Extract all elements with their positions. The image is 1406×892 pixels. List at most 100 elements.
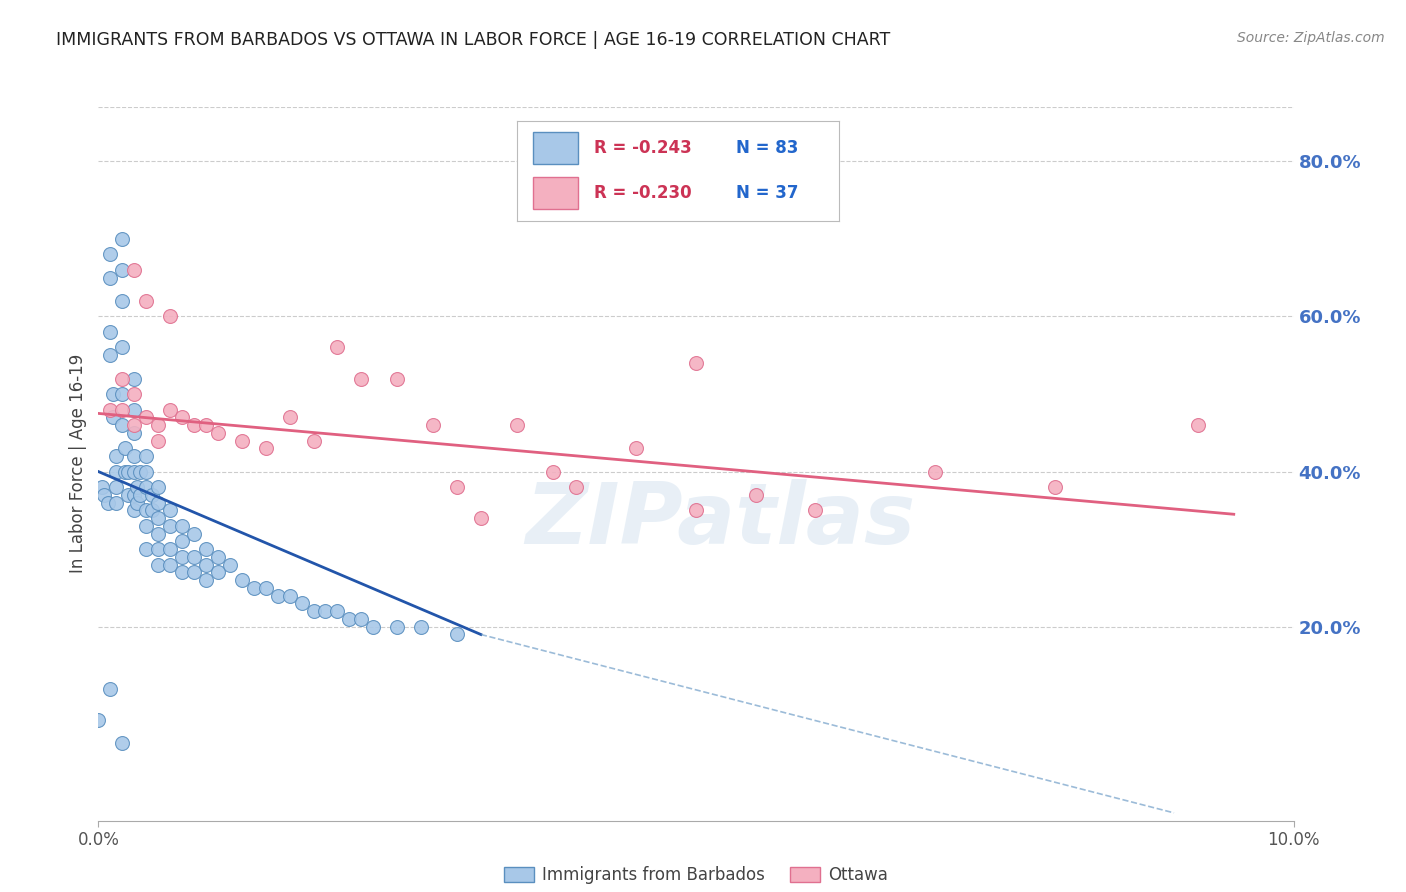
Point [111, 263, 134, 277]
Text: R = -0.230: R = -0.230 [595, 185, 692, 202]
Point [159, 558, 181, 572]
Point [101, 387, 124, 401]
Point [135, 542, 157, 557]
Point [124, 263, 146, 277]
Point [124, 503, 146, 517]
Point [685, 356, 707, 370]
Text: IMMIGRANTS FROM BARBADOS VS OTTAWA IN LABOR FORCE | AGE 16-19 CORRELATION CHART: IMMIGRANTS FROM BARBADOS VS OTTAWA IN LA… [56, 31, 890, 49]
Point [129, 465, 152, 479]
Point [219, 558, 242, 572]
Point [101, 410, 124, 425]
Point [291, 597, 314, 611]
Point [111, 293, 134, 308]
Point [350, 612, 373, 626]
Point [195, 418, 218, 433]
Point [207, 549, 229, 564]
Point [1187, 418, 1209, 433]
Point [159, 402, 181, 417]
Point [172, 410, 194, 425]
Point [148, 495, 170, 509]
Point [105, 480, 128, 494]
Point [363, 620, 385, 634]
Point [91, 480, 114, 494]
Point [124, 425, 146, 440]
Point [148, 480, 170, 494]
Text: ZIPatlas: ZIPatlas [524, 479, 915, 563]
Point [350, 371, 373, 385]
Point [111, 736, 134, 750]
Point [254, 581, 277, 595]
FancyBboxPatch shape [533, 178, 578, 210]
Point [183, 566, 205, 580]
Point [745, 488, 768, 502]
Point [124, 449, 146, 463]
Point [135, 519, 157, 533]
Point [385, 371, 409, 385]
Point [148, 511, 170, 525]
Point [141, 503, 163, 517]
Point [135, 503, 157, 517]
Point [97, 495, 120, 509]
Text: N = 37: N = 37 [737, 185, 799, 202]
Point [105, 495, 128, 509]
Point [541, 465, 564, 479]
Point [124, 488, 146, 502]
Point [141, 488, 163, 502]
Point [326, 604, 349, 618]
Point [254, 442, 277, 456]
Point [267, 589, 290, 603]
Point [111, 341, 134, 355]
Point [804, 503, 827, 517]
Point [1043, 480, 1066, 494]
Point [124, 387, 146, 401]
Point [159, 503, 181, 517]
Point [117, 465, 139, 479]
Point [446, 480, 468, 494]
Point [385, 620, 409, 634]
Point [117, 488, 139, 502]
Point [124, 402, 146, 417]
Point [100, 348, 122, 362]
Point [87, 713, 110, 727]
Point [470, 511, 492, 525]
Point [278, 589, 301, 603]
Point [315, 604, 337, 618]
Point [111, 402, 134, 417]
Point [159, 519, 181, 533]
Point [111, 371, 134, 385]
Y-axis label: In Labor Force | Age 16-19: In Labor Force | Age 16-19 [69, 354, 87, 574]
Point [135, 293, 157, 308]
Point [243, 581, 266, 595]
Point [100, 247, 122, 261]
Point [302, 434, 325, 448]
Point [148, 558, 170, 572]
Text: Source: ZipAtlas.com: Source: ZipAtlas.com [1237, 31, 1385, 45]
Point [172, 566, 194, 580]
Point [105, 465, 128, 479]
Point [124, 371, 146, 385]
Point [626, 442, 648, 456]
Point [159, 310, 181, 324]
Point [148, 542, 170, 557]
Point [135, 465, 157, 479]
Point [111, 418, 134, 433]
Point [129, 488, 152, 502]
Point [183, 418, 205, 433]
Point [183, 549, 205, 564]
Point [565, 480, 588, 494]
Point [111, 387, 134, 401]
Point [100, 681, 122, 696]
Point [195, 573, 218, 587]
Point [195, 558, 218, 572]
Point [183, 526, 205, 541]
Point [135, 480, 157, 494]
Point [231, 573, 253, 587]
Point [135, 449, 157, 463]
Point [93, 488, 115, 502]
Point [195, 542, 218, 557]
Point [207, 425, 229, 440]
Point [339, 612, 360, 626]
Point [124, 465, 146, 479]
Point [114, 465, 136, 479]
FancyBboxPatch shape [533, 132, 578, 164]
